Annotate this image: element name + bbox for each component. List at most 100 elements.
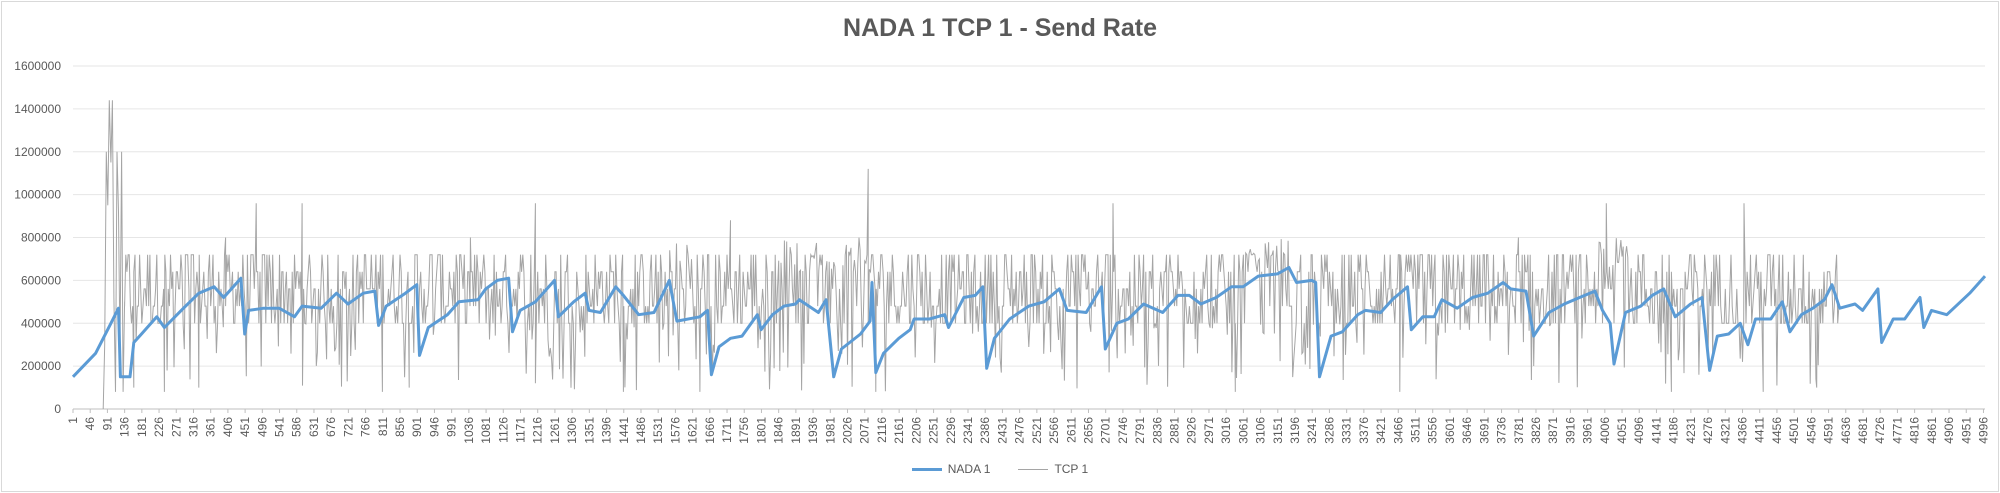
x-tick-label: 2521 — [1030, 417, 1044, 444]
x-tick-label: 1036 — [462, 417, 476, 444]
y-tick-label: 600000 — [21, 273, 61, 287]
x-tick-label: 271 — [169, 417, 183, 437]
x-tick-label: 4771 — [1890, 417, 1904, 444]
x-tick-label: 631 — [307, 417, 321, 437]
x-tick-label: 181 — [135, 417, 149, 437]
x-tick-label: 4636 — [1839, 417, 1853, 444]
x-tick-label: 361 — [204, 417, 218, 437]
x-tick-label: 2251 — [927, 417, 941, 444]
x-tick-label: 4906 — [1942, 417, 1956, 444]
x-tick-label: 1126 — [496, 417, 510, 443]
x-tick-label: 2476 — [1013, 417, 1027, 444]
x-tick-label: 2206 — [909, 417, 923, 444]
x-tick-label: 3421 — [1374, 417, 1388, 444]
x-tick-label: 1711 — [720, 417, 734, 443]
x-tick-label: 1846 — [772, 417, 786, 444]
x-tick-label: 4996 — [1976, 417, 1990, 444]
x-tick-label: 2656 — [1081, 417, 1095, 444]
x-tick-label: 3646 — [1460, 417, 1474, 444]
x-tick-label: 4456 — [1770, 417, 1784, 444]
x-tick-label: 3871 — [1546, 417, 1560, 444]
x-tick-label: 4861 — [1925, 417, 1939, 444]
x-tick-label: 856 — [393, 417, 407, 437]
x-tick-label: 1621 — [686, 417, 700, 444]
x-tick-label: 4681 — [1856, 417, 1870, 444]
x-tick-label: 2431 — [995, 417, 1009, 444]
chart-title: NADA 1 TCP 1 - Send Rate — [843, 14, 1157, 42]
x-tick-label: 1396 — [600, 417, 614, 444]
x-tick-label: 4321 — [1718, 417, 1732, 444]
legend: NADA 1 TCP 1 — [0, 462, 2000, 476]
x-tick-label: 3286 — [1322, 417, 1336, 444]
x-tick-label: 3466 — [1391, 417, 1405, 444]
y-tick-label: 800000 — [21, 231, 61, 245]
x-tick-label: 4006 — [1598, 417, 1612, 444]
x-tick-label: 1216 — [531, 417, 545, 444]
x-tick-label: 541 — [273, 417, 287, 437]
x-tick-label: 3826 — [1529, 417, 1543, 444]
y-tick-label: 200000 — [21, 359, 61, 373]
x-tick-label: 316 — [186, 417, 200, 437]
x-tick-label: 766 — [359, 417, 373, 437]
x-tick-label: 991 — [445, 417, 459, 437]
x-tick-label: 2746 — [1116, 417, 1130, 444]
tcp-series-layer — [102, 100, 1840, 410]
y-tick-label: 1400000 — [14, 102, 61, 116]
x-tick-label: 3556 — [1426, 417, 1440, 444]
legend-swatch-tcp — [1018, 468, 1049, 470]
x-tick-label: 4141 — [1649, 417, 1663, 444]
y-tick-label: 1600000 — [14, 59, 61, 73]
x-tick-label: 586 — [290, 417, 304, 437]
series-line-tcp-1 — [102, 100, 1840, 410]
x-tick-label: 136 — [118, 417, 132, 437]
x-tick-label: 451 — [238, 417, 252, 437]
x-tick-label: 1 — [66, 417, 80, 424]
x-tick-label: 3916 — [1563, 417, 1577, 444]
x-tick-label: 4366 — [1736, 417, 1750, 444]
x-tick-label: 4726 — [1873, 417, 1887, 444]
x-tick-label: 4501 — [1787, 417, 1801, 444]
x-axis-ticks: 1 46 91 136 181 226 271 316 361 406 451 496 541 586 63… — [66, 409, 1990, 444]
x-tick-label: 4816 — [1908, 417, 1922, 444]
x-tick-label: 1486 — [634, 417, 648, 444]
nada-series-layer — [71, 266, 1987, 379]
x-tick-label: 1171 — [513, 417, 527, 443]
x-tick-label: 2161 — [892, 417, 906, 444]
x-tick-label: 3511 — [1408, 417, 1422, 443]
x-tick-label: 1666 — [703, 417, 717, 444]
x-tick-label: 2971 — [1202, 417, 1216, 444]
x-tick-label: 3196 — [1288, 417, 1302, 444]
y-tick-label: 0 — [54, 402, 61, 416]
x-tick-label: 4231 — [1684, 417, 1698, 444]
y-axis-ticks: 0 200000 400000 600000 800000 1000000 1200000 1… — [14, 59, 61, 416]
x-tick-label: 676 — [324, 417, 338, 437]
y-tick-label: 400000 — [21, 316, 61, 330]
x-tick-label: 2881 — [1168, 417, 1182, 444]
x-tick-label: 4546 — [1804, 417, 1818, 444]
x-tick-label: 2026 — [841, 417, 855, 444]
x-tick-label: 4051 — [1615, 417, 1629, 444]
x-tick-label: 2836 — [1150, 417, 1164, 444]
x-tick-label: 3376 — [1357, 417, 1371, 444]
x-tick-label: 4411 — [1753, 417, 1767, 443]
series-line-nada-1 — [71, 266, 1987, 379]
x-tick-label: 3736 — [1495, 417, 1509, 444]
y-tick-label: 1200000 — [14, 145, 61, 159]
x-tick-label: 3691 — [1477, 417, 1491, 444]
legend-label-nada: NADA 1 — [947, 462, 991, 476]
x-tick-label: 3061 — [1236, 417, 1250, 444]
x-tick-label: 3106 — [1254, 417, 1268, 444]
x-tick-label: 3241 — [1305, 417, 1319, 444]
x-tick-label: 3961 — [1581, 417, 1595, 444]
x-tick-label: 3331 — [1340, 417, 1354, 444]
x-tick-label: 946 — [427, 417, 441, 437]
x-tick-label: 2611 — [1064, 417, 1078, 443]
x-tick-label: 3016 — [1219, 417, 1233, 444]
legend-swatch-nada — [911, 467, 942, 471]
legend-item-nada[interactable]: NADA 1 — [911, 462, 991, 476]
legend-label-tcp: TCP 1 — [1054, 462, 1089, 476]
legend-item-tcp[interactable]: TCP 1 — [1018, 462, 1088, 476]
x-tick-label: 4591 — [1822, 417, 1836, 444]
x-tick-label: 3781 — [1512, 417, 1526, 444]
